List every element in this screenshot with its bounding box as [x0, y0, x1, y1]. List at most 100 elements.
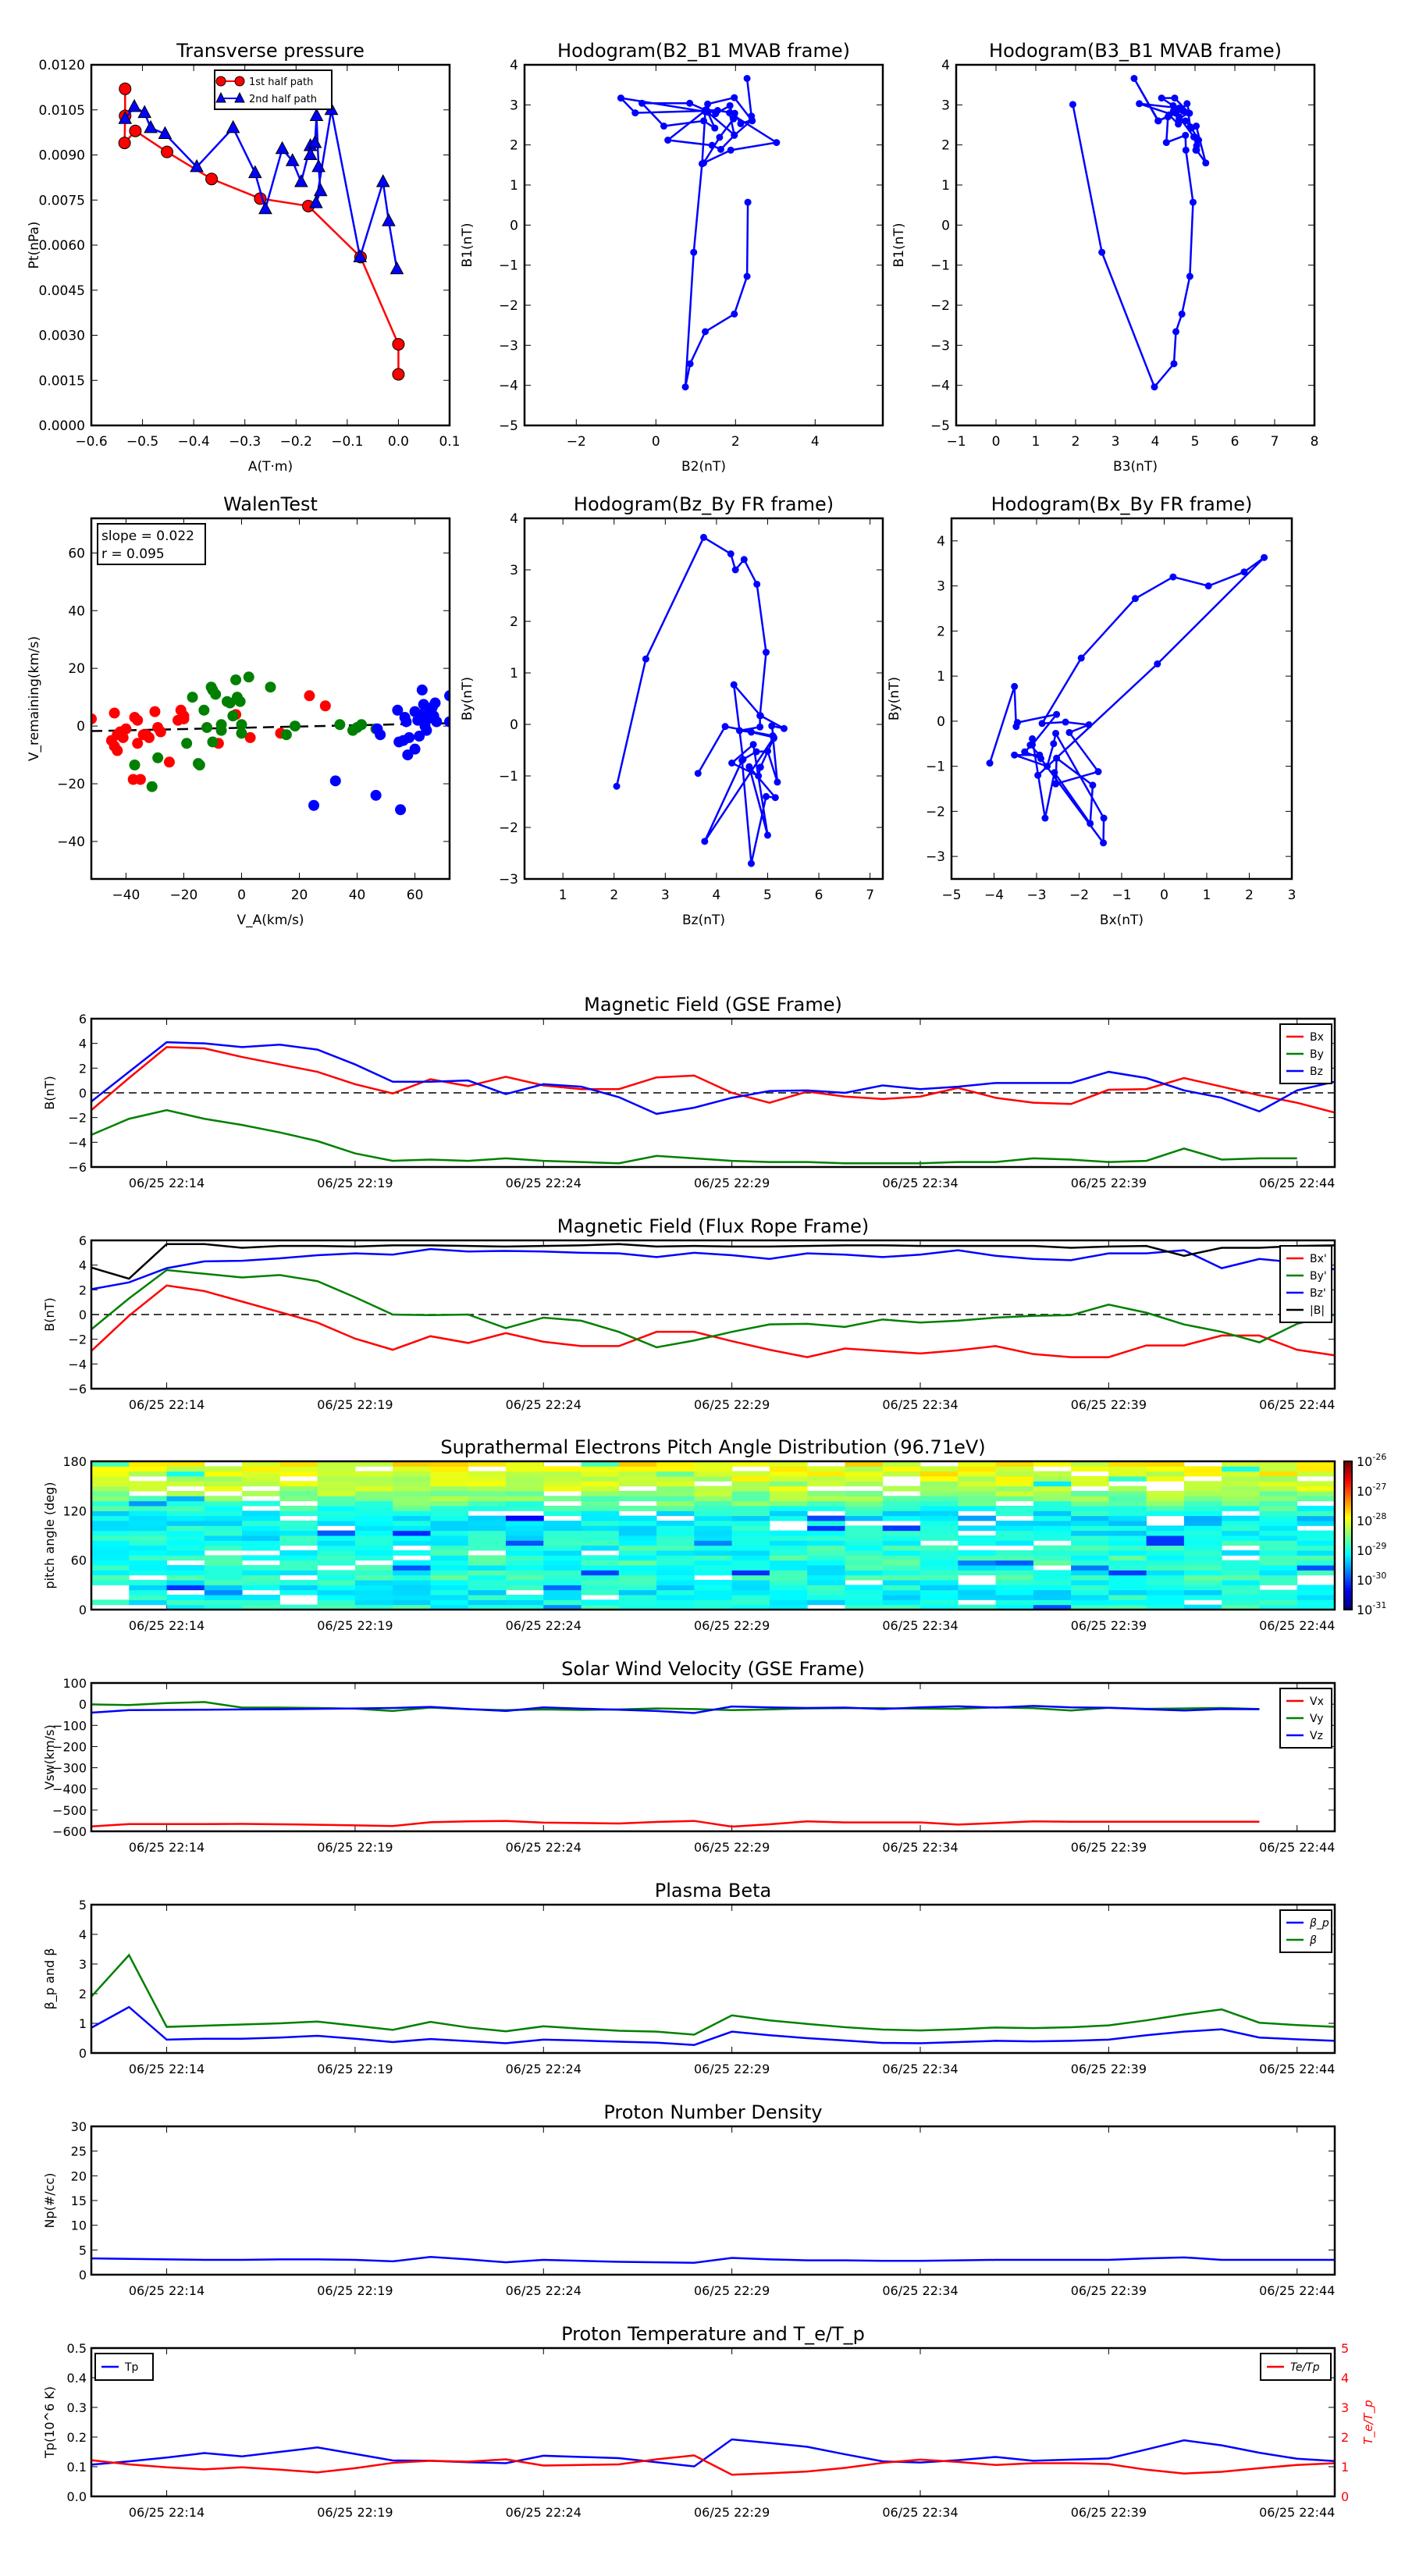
heatmap-cell [618, 1599, 657, 1606]
x-tick-label: 06/25 22:44 [1259, 1618, 1335, 1633]
heatmap-cell [731, 1574, 770, 1581]
heatmap-cell [731, 1580, 770, 1585]
x-tick-label: −1 [1112, 888, 1131, 903]
series-green [129, 671, 382, 792]
x-tick-label: 6 [1231, 434, 1240, 450]
y-tick-label: 2 [510, 614, 518, 630]
heatmap-cell [430, 1466, 469, 1472]
data-point [198, 704, 210, 716]
heatmap-cell [1033, 1515, 1072, 1521]
data-point [236, 719, 247, 731]
data-point [690, 248, 698, 256]
heatmap-cell [920, 1595, 959, 1600]
heatmap-cell [506, 1496, 544, 1502]
heatmap-cell [920, 1506, 959, 1511]
heatmap-cell [958, 1506, 997, 1511]
y-axis-label: Pt(nPa) [27, 222, 42, 269]
series-line-np [91, 2255, 1335, 2265]
y-tick-label: 0 [941, 218, 950, 233]
heatmap-cell [430, 1604, 469, 1610]
heatmap-cell [618, 1555, 657, 1561]
heatmap-cell [543, 1466, 582, 1472]
y-tick-label: −3 [930, 338, 950, 354]
heatmap-cell [430, 1471, 469, 1477]
heatmap-cell [279, 1485, 318, 1492]
heatmap-cell [468, 1599, 507, 1606]
heatmap-cell [1146, 1550, 1185, 1556]
heatmap-cell [694, 1589, 733, 1596]
y-tick-label: 0.0120 [39, 58, 85, 73]
y-tick-label-right: 0 [1341, 2489, 1349, 2504]
heatmap-cell [242, 1545, 280, 1551]
data-point [1044, 763, 1051, 770]
y-tick-label: 25 [71, 2144, 87, 2159]
colorbar-tick-label: 10-30 [1357, 1571, 1386, 1588]
heatmap-cell [1108, 1540, 1147, 1546]
series-red [91, 690, 331, 785]
heatmap-cell [1071, 1604, 1109, 1610]
heatmap-cell [1108, 1560, 1147, 1566]
x-tick-label: 6 [815, 888, 823, 903]
colorbar-segment [1344, 1483, 1352, 1487]
heatmap-cell [845, 1565, 884, 1571]
heatmap-cell [995, 1540, 1034, 1546]
x-tick-label: −2 [567, 434, 586, 450]
heatmap-cell [279, 1589, 318, 1596]
heatmap-cell [618, 1550, 657, 1556]
slope-label: slope = 0.022 [101, 528, 194, 544]
data-point [747, 728, 755, 736]
x-tick-label: 8 [1311, 434, 1319, 450]
heatmap-cell [769, 1585, 808, 1591]
y-axis-label: B1(nT) [891, 223, 907, 268]
heatmap-cell [317, 1535, 356, 1541]
mag_field_flux_rope-frame [90, 1239, 1336, 1390]
data-point [753, 580, 761, 588]
y-tick-label: 2 [79, 1987, 87, 2001]
heatmap-cell [468, 1570, 507, 1576]
legend-label: Bx [1310, 1031, 1324, 1044]
heatmap-cell [920, 1481, 959, 1487]
heatmap-cell [882, 1506, 921, 1511]
heatmap-cell [393, 1604, 431, 1610]
data-point [120, 723, 132, 735]
colorbar-segment [1344, 1572, 1352, 1576]
series-line [617, 78, 780, 387]
heatmap-cell [769, 1471, 808, 1477]
hodogram_bz_by-marks [613, 533, 788, 867]
heatmap-cell [807, 1500, 845, 1507]
x-tick-label: 3 [1112, 434, 1120, 450]
heatmap-cell [845, 1570, 884, 1576]
heatmap-cell [91, 1555, 130, 1561]
data-point [702, 328, 710, 336]
colorbar-segment [1344, 1565, 1352, 1568]
data-point [745, 763, 753, 770]
data-point [727, 550, 735, 558]
heatmap-cell [166, 1496, 205, 1502]
heatmap-cell [1146, 1565, 1185, 1571]
heatmap-cell [468, 1604, 507, 1610]
data-point [152, 752, 164, 763]
heatmap-cell [506, 1574, 544, 1581]
heatmap-cell [317, 1515, 356, 1521]
data-point [728, 760, 736, 767]
heatmap-cell [1033, 1521, 1072, 1526]
plasma_beta-plot: 06/25 22:14 06/25 22:19 06/25 22:24 06/25 2… [42, 1898, 1335, 2076]
heatmap-cell [1259, 1491, 1298, 1496]
heatmap-cell [995, 1491, 1034, 1496]
heatmap-cell [581, 1574, 620, 1581]
data-point [190, 158, 204, 173]
heatmap-cell [468, 1515, 507, 1521]
heatmap-cell [1108, 1525, 1147, 1532]
data-point [749, 741, 757, 749]
x-tick-label: 5 [763, 888, 772, 903]
heatmap-cell [882, 1580, 921, 1585]
heatmap-cell [882, 1550, 921, 1556]
heatmap-cell [354, 1574, 393, 1581]
heatmap-cell [807, 1525, 845, 1532]
heatmap-cell [882, 1515, 921, 1521]
heatmap-cell [1222, 1585, 1260, 1591]
heatmap-cell [543, 1585, 582, 1591]
mag_field_flux_rope-marks [91, 1243, 1335, 1358]
data-point [91, 713, 97, 724]
y-tick-label-right: 1 [1341, 2460, 1349, 2475]
